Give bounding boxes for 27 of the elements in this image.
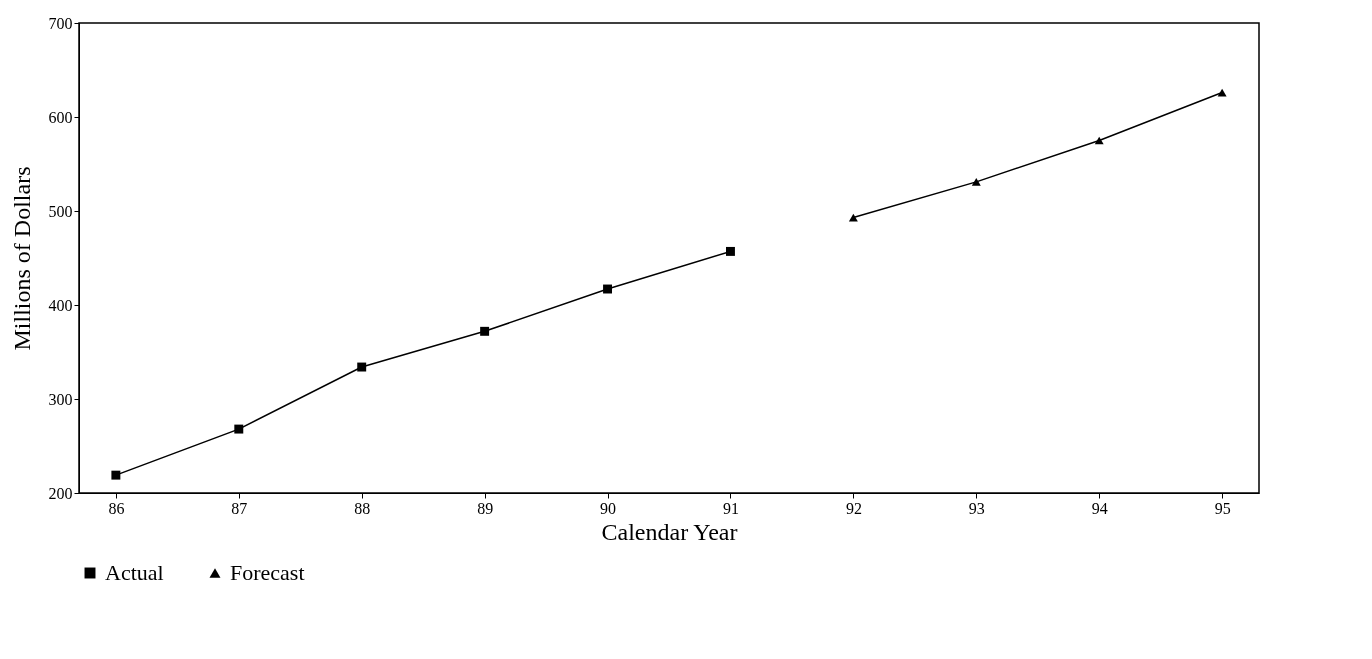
x-tick-label: 93 xyxy=(968,499,985,517)
x-tick-label: 95 xyxy=(1214,499,1231,517)
x-axis-title: Calendar Year xyxy=(601,518,738,545)
y-tick-label: 700 xyxy=(48,14,73,32)
legend-label: Forecast xyxy=(230,560,305,585)
y-tick-label: 600 xyxy=(48,108,73,126)
x-tick-label: 89 xyxy=(477,499,494,517)
y-tick-label: 400 xyxy=(48,296,73,314)
point xyxy=(234,424,244,434)
point xyxy=(603,284,613,294)
y-tick-label: 200 xyxy=(48,484,73,502)
point xyxy=(725,246,735,256)
point xyxy=(111,470,121,480)
y-axis-title: Millions of Dollars xyxy=(8,166,35,351)
x-tick-label: 88 xyxy=(354,499,371,517)
x-tick-label: 91 xyxy=(722,499,739,517)
point xyxy=(480,326,490,336)
point xyxy=(971,177,981,186)
y-tick-label: 500 xyxy=(48,202,73,220)
x-tick-label: 90 xyxy=(600,499,617,517)
x-tick-label: 94 xyxy=(1091,499,1108,517)
point xyxy=(357,362,367,372)
legend-label: Actual xyxy=(105,560,164,585)
y-tick-label: 300 xyxy=(48,390,73,408)
x-tick-label: 87 xyxy=(231,499,248,517)
x-tick-label: 86 xyxy=(108,499,125,517)
x-tick-label: 92 xyxy=(845,499,862,517)
